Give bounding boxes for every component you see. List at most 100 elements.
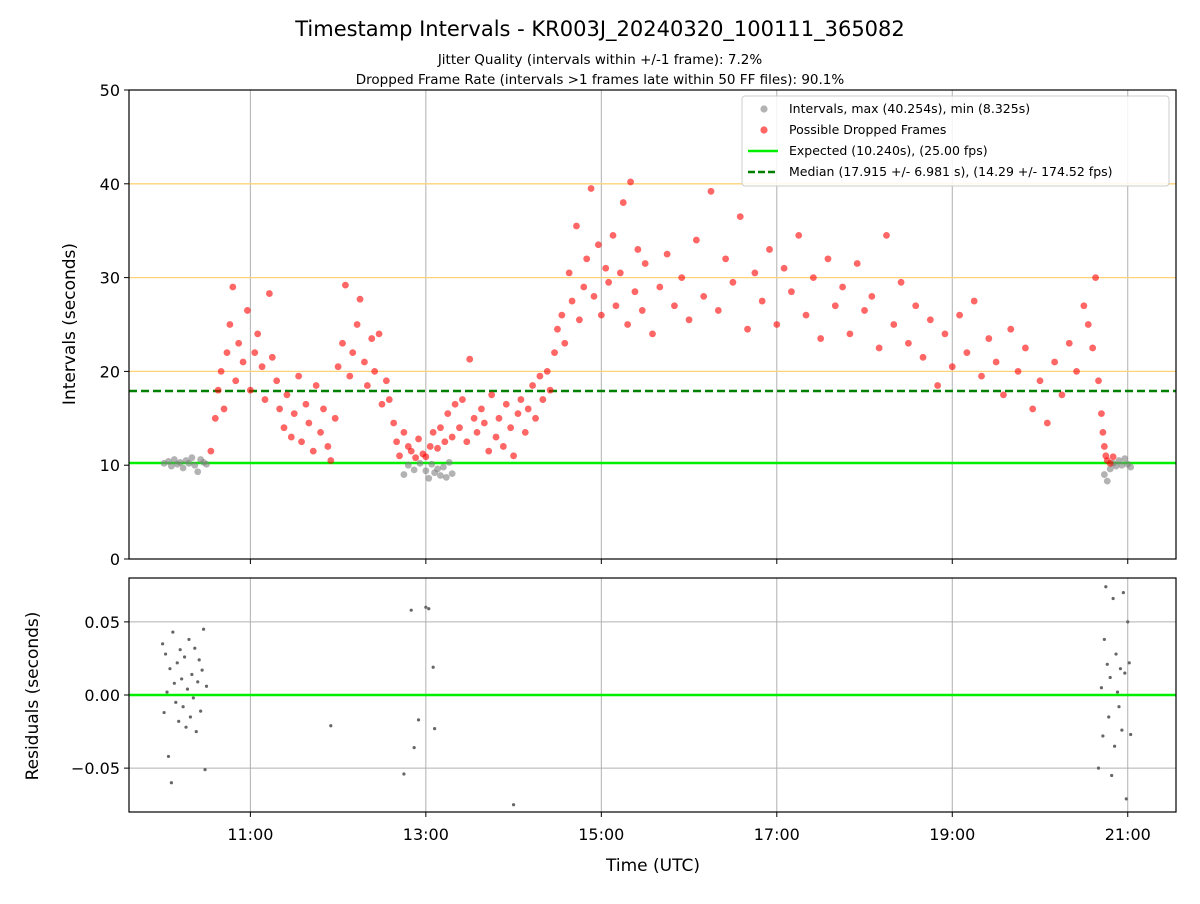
legend-median-label: Median (17.915 +/- 6.981 s), (14.29 +/- … xyxy=(789,164,1113,179)
dropped-frame-point xyxy=(466,355,474,363)
residual-point xyxy=(163,652,168,656)
dropped-frame-point xyxy=(817,335,825,342)
dropped-frame-point xyxy=(521,428,529,436)
dropped-frame-point xyxy=(1098,410,1105,418)
dropped-frame-point xyxy=(1007,325,1015,333)
interval-point xyxy=(1118,461,1126,469)
dropped-frame-point xyxy=(1000,391,1007,399)
dropped-frame-point xyxy=(831,302,839,310)
y-tick-label: 10 xyxy=(100,456,120,475)
dropped-frame-point xyxy=(223,349,231,357)
dropped-frame-point xyxy=(539,396,547,403)
dropped-frame-point xyxy=(261,396,269,403)
dropped-frame-point xyxy=(824,255,832,263)
dropped-frame-point xyxy=(934,382,942,389)
residual-point xyxy=(177,719,181,723)
dropped-frame-point xyxy=(597,311,605,319)
dropped-frame-point xyxy=(480,419,488,427)
dropped-frame-point xyxy=(507,424,515,432)
dropped-frame-point xyxy=(685,316,693,324)
residual-point xyxy=(182,655,187,659)
interval-point xyxy=(188,454,196,462)
dropped-frame-point xyxy=(609,231,617,239)
x-tick-label: 11:00 xyxy=(227,825,273,844)
dropped-frame-point xyxy=(400,428,408,436)
dropped-frame-point xyxy=(396,452,403,460)
intervals-axes-frame xyxy=(128,89,1177,560)
dropped-frame-point xyxy=(663,250,671,258)
dropped-frame-point xyxy=(656,283,664,291)
dropped-frame-point xyxy=(407,447,415,455)
dropped-frame-point xyxy=(1089,344,1097,352)
legend-intervals-label: Intervals, max (40.254s), min (8.325s) xyxy=(789,101,1030,116)
interval-point xyxy=(191,461,199,469)
dropped-frame-point xyxy=(634,246,642,253)
dropped-frame-point xyxy=(327,457,335,464)
residual-point xyxy=(204,684,209,688)
interval-point xyxy=(1127,463,1135,471)
dropped-frame-point xyxy=(429,428,437,436)
legend-expected-label: Expected (10.240s), (25.00 fps) xyxy=(789,143,988,158)
residual-point xyxy=(329,724,333,728)
interval-point xyxy=(404,461,412,469)
residual-point xyxy=(409,608,413,612)
dropped-frame-point xyxy=(616,269,624,277)
dropped-frame-point xyxy=(744,325,751,333)
intervals-panel: 0 10 20 30 40 50 Intervals (seconds) Interval… xyxy=(60,81,1177,569)
dropped-frame-point xyxy=(378,400,386,408)
dropped-frame-point xyxy=(583,255,591,263)
dropped-frame-point xyxy=(795,231,803,239)
dropped-frame-point xyxy=(217,368,225,375)
dropped-frame-point xyxy=(244,307,251,314)
residual-point xyxy=(1112,744,1117,748)
dropped-frame-point xyxy=(283,391,291,399)
dropped-frame-point xyxy=(956,311,963,319)
interval-point xyxy=(437,472,444,479)
residual-point xyxy=(431,665,435,669)
residual-point xyxy=(1124,797,1128,801)
dropped-frame-point xyxy=(641,260,649,267)
residual-point xyxy=(184,725,188,729)
dropped-frame-point xyxy=(587,185,595,192)
dropped-frame-point xyxy=(305,419,313,427)
residual-point xyxy=(1108,675,1112,680)
residual-point xyxy=(187,637,191,642)
dropped-frame-point xyxy=(985,335,993,342)
dropped-frame-point xyxy=(478,405,485,413)
legend-dropped-marker xyxy=(760,126,768,134)
residual-point xyxy=(1127,661,1131,665)
dropped-frame-point xyxy=(1043,419,1051,427)
dropped-frame-point xyxy=(363,382,371,389)
residual-point xyxy=(178,648,182,652)
dropped-frame-point xyxy=(368,335,376,342)
interval-point xyxy=(416,459,424,467)
residual-point xyxy=(191,696,195,700)
dropped-frame-point xyxy=(543,368,551,375)
dropped-frame-point xyxy=(729,278,737,286)
dropped-frame-point xyxy=(456,424,463,432)
dropped-frame-point xyxy=(809,274,817,281)
x-axis-label: Time (UTC) xyxy=(605,856,700,876)
intervals-y-ticks: 0 10 20 30 40 50 xyxy=(100,81,129,569)
residuals-panel: −0.05 0.00 0.05 11:00 13:00 15:00 17:00 19:00 2… xyxy=(23,577,1177,876)
dropped-frame-point xyxy=(624,321,632,328)
dropped-frame-point xyxy=(385,396,393,403)
dropped-frame-point xyxy=(254,330,262,338)
y-tick-label: −0.05 xyxy=(71,759,120,778)
y-tick-label: 0 xyxy=(110,550,120,569)
legend-intervals-marker xyxy=(760,105,768,113)
dropped-frame-point xyxy=(331,414,339,422)
dropped-frame-point xyxy=(499,443,507,450)
residual-point xyxy=(412,746,416,750)
dropped-frame-point xyxy=(276,405,284,413)
interval-point xyxy=(425,474,433,482)
residual-point xyxy=(1120,728,1124,732)
dropped-frame-point xyxy=(437,424,444,432)
dropped-frame-point xyxy=(551,349,558,357)
dropped-frame-point xyxy=(594,241,602,249)
dropped-frame-point xyxy=(532,414,539,422)
dropped-frame-point xyxy=(295,372,303,380)
residual-point xyxy=(1105,662,1109,666)
